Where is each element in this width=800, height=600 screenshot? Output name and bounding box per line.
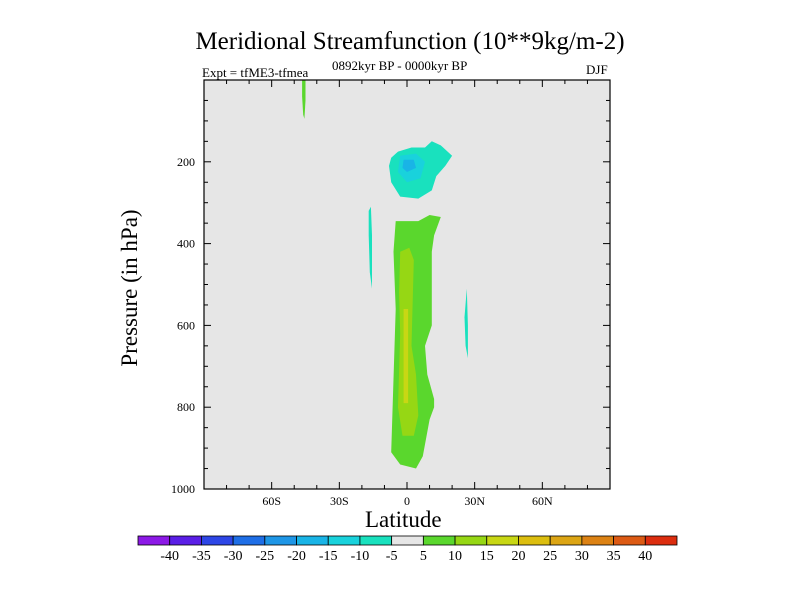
colorbar-label: 5 [420,549,427,564]
colorbar-swatch [644,535,678,546]
colorbar-label: -5 [386,549,398,564]
colorbar-swatch [137,535,171,546]
experiment-label: Expt = tfME3-tfmea [202,65,309,80]
colorbar-swatch [169,535,202,546]
axes: 200 400 600 800 1000 60S 30S 0 30N 60N [171,79,611,508]
y-tick-label: 800 [177,400,195,414]
colorbar-label: -30 [224,549,243,564]
colorbar-swatch [391,535,424,546]
period-label: 0892kyr BP - 0000kyr BP [332,58,468,73]
colorbar-swatch [613,535,646,546]
colorbar-label: -40 [160,549,179,564]
region-southern-positive-streak [302,80,306,119]
colorbar-label: 40 [638,549,652,564]
x-tick-label: 30S [330,494,349,508]
colorbar-swatch [454,535,488,546]
region-main-positive-core [398,247,419,436]
colorbar-swatch [422,535,456,546]
y-tick-label: 400 [177,237,195,251]
colorbar-label: 35 [607,549,621,564]
colorbar: -40 -35 -30 -25 -20 -15 -10 -5 5 10 15 20 25 30 35 40 [137,535,678,564]
region-upper-negative-center [402,159,416,172]
colorbar-label: -25 [255,549,274,564]
colorbar-label: -20 [287,549,306,564]
y-tick-label: 1000 [171,482,195,496]
region-main-positive-center [403,309,409,404]
x-tick-label: 60N [532,494,553,508]
x-tick-label: 0 [404,494,410,508]
y-tick-label: 600 [177,318,195,332]
colorbar-label: 30 [575,549,589,564]
colorbar-label: -35 [192,549,211,564]
y-tick-label: 200 [177,155,195,169]
colorbar-label: -15 [319,549,338,564]
colorbar-swatch [581,535,614,546]
colorbar-swatch [486,535,519,546]
season-label: DJF [586,62,608,77]
region-southern-negative-streak [368,206,372,289]
colorbar-swatch [518,535,551,546]
colorbar-swatch [264,535,297,546]
colorbar-label: 20 [511,549,525,564]
region-northern-negative-streak [464,288,468,359]
colorbar-label: 15 [480,549,494,564]
contour-regions [302,80,468,469]
x-axis-label: Latitude [365,507,442,532]
colorbar-swatch [296,535,329,546]
colorbar-swatch [359,535,393,546]
x-tick-label: 30N [464,494,485,508]
colorbar-swatch [232,535,266,546]
colorbar-label: 25 [543,549,557,564]
colorbar-swatch [201,535,234,546]
x-tick-label: 60S [262,494,281,508]
colorbar-label: -10 [351,549,370,564]
colorbar-label: 10 [448,549,462,564]
colorbar-swatch [549,535,583,546]
colorbar-swatch [327,535,361,546]
chart-title: Meridional Streamfunction (10**9kg/m-2) [195,28,625,55]
